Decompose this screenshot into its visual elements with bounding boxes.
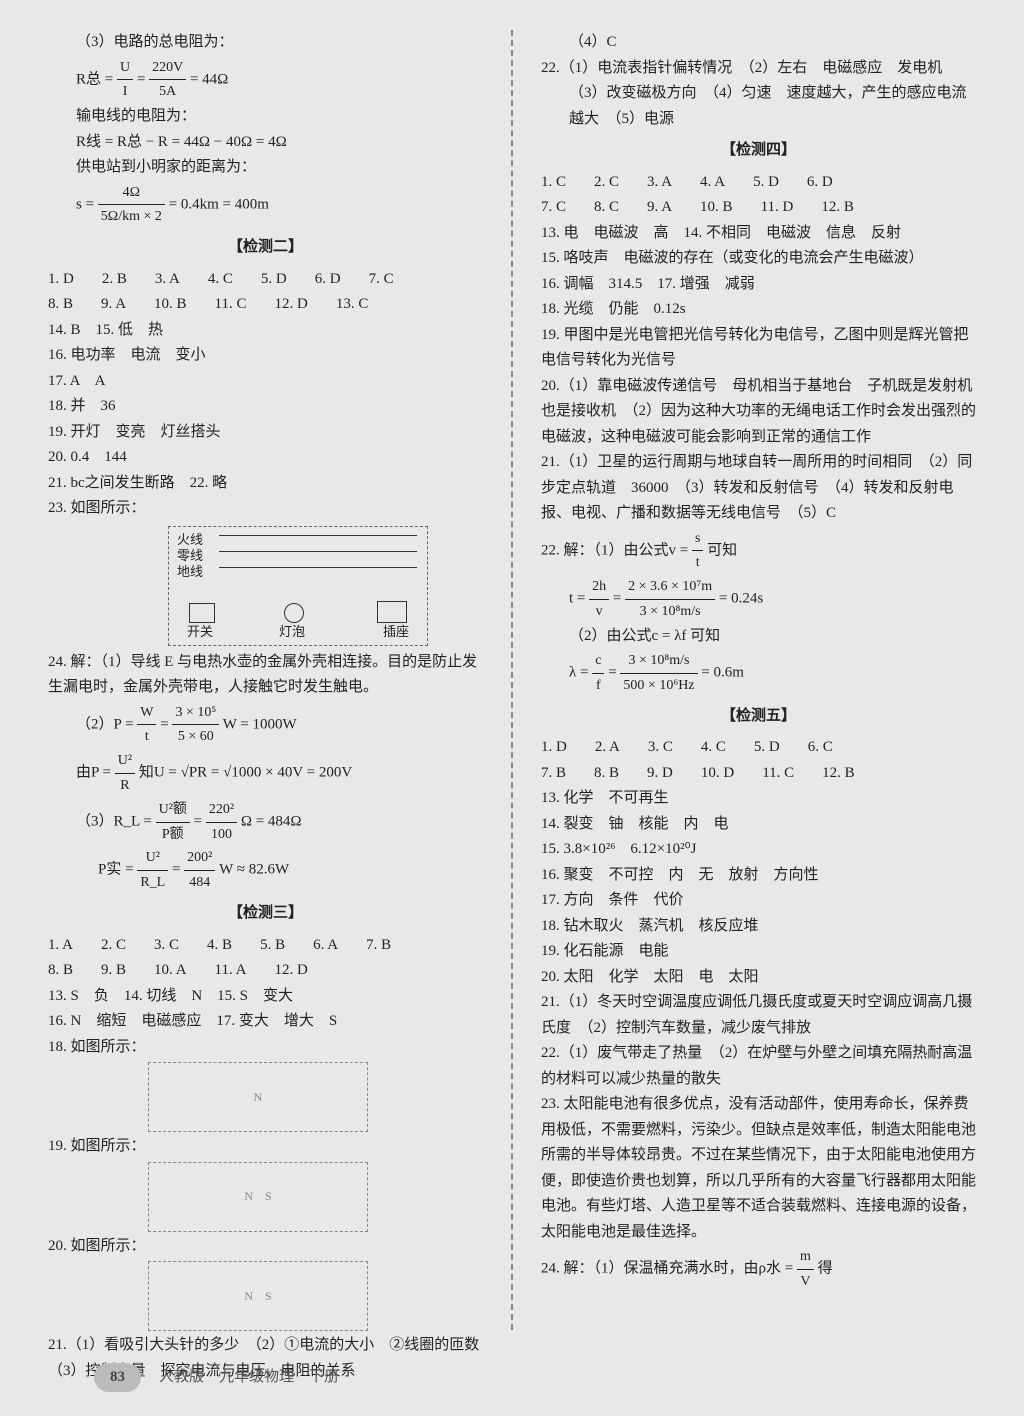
r-l3: （3）改变磁极方向 （4）匀速 速度越大，产生的感应电流越大 （5）电源 xyxy=(541,81,976,132)
q22-eq2: λ = cf = 3 × 10⁸m/s500 × 10⁶Hz = 0.6m xyxy=(541,649,976,698)
t2-21: 21. bc之间发生断路 22. 略 xyxy=(48,471,483,497)
test4-row2: 7. C8. C9. A10. B11. D12. B xyxy=(541,195,976,221)
eq-lhs: R总 = xyxy=(76,71,113,87)
test5-row2: 7. B8. B9. D10. D11. C12. B xyxy=(541,761,976,787)
q24-intro: 24. 解：（1）导线 E 与电热水壶的金属外壳相连接。目的是防止发生漏电时，金… xyxy=(48,650,483,701)
test5-row1: 1. D2. A3. C4. C5. D6. C xyxy=(541,735,976,761)
r5-21: 21.（1）冬天时空调温度应调低几摄氏度或夏天时空调应调高几摄氏度 （2）控制汽… xyxy=(541,990,976,1041)
q3-eq3: s = 4Ω5Ω/km × 2 = 0.4km = 400m xyxy=(48,181,483,230)
t2-18: 18. 并 36 xyxy=(48,394,483,420)
left-column: （3）电路的总电阻为： R总 = UI = 220V5A = 44Ω 输电线的电… xyxy=(40,30,491,1330)
r-15: 15. 咯吱声 电磁波的存在（或变化的电流会产生电磁波） xyxy=(541,246,976,272)
footer-text: 人教版 九年级物理 下册 xyxy=(159,1365,339,1391)
page-footer: 83 人教版 九年级物理 下册 xyxy=(94,1363,339,1393)
right-column: （4）C 22.（1）电流表指针偏转情况 （2）左右 电磁感应 发电机 （3）改… xyxy=(533,30,984,1330)
q24-2b: 由P = U²R 知U = √PR = √1000 × 40V = 200V xyxy=(48,749,483,798)
r-21: 21.（1）卫星的运行周期与地球自转一周所用的时间相同 （2）同步定点轨道 36… xyxy=(541,450,976,527)
t2-23: 23. 如图所示： xyxy=(48,496,483,522)
r-18: 18. 光缆 仍能 0.12s xyxy=(541,297,976,323)
t3-13: 13. S 负 14. 切线 N 15. S 变大 xyxy=(48,984,483,1010)
q22-eq1: t = 2hv = 2 × 3.6 × 10⁷m3 × 10⁸m/s = 0.2… xyxy=(541,575,976,624)
t2-14: 14. B 15. 低 热 xyxy=(48,318,483,344)
circuit-diagram: 火线 零线 地线 开关 灯泡 插座 xyxy=(168,526,428,646)
q22-intro: 22. 解：（1）由公式v = st 可知 xyxy=(541,527,976,576)
r5-15: 15. 3.8×10²⁶ 6.12×10²⁰J xyxy=(541,837,976,863)
figure-19: N S xyxy=(148,1162,368,1232)
r5-16: 16. 聚变 不可控 内 无 放射 方向性 xyxy=(541,863,976,889)
figure-20: N S xyxy=(148,1261,368,1331)
q24-3b: P实 = U²R_L = 200²484 W ≈ 82.6W xyxy=(48,846,483,895)
t2-17: 17. A A xyxy=(48,369,483,395)
q22-2intro: （2）由公式c = λf 可知 xyxy=(541,624,976,650)
t2-19: 19. 开灯 变亮 灯丝搭头 xyxy=(48,420,483,446)
figure-18: N xyxy=(148,1062,368,1132)
r5-18: 18. 钻木取火 蒸汽机 核反应堆 xyxy=(541,914,976,940)
test2-row2: 8. B9. A10. B11. C12. D13. C xyxy=(48,292,483,318)
q3-line3: 供电站到小明家的距离为： xyxy=(48,155,483,181)
q3-line2: 输电线的电阻为： xyxy=(48,104,483,130)
t3-20: 20. 如图所示： xyxy=(48,1234,483,1260)
r-20: 20.（1）靠电磁波传递信号 母机相当于基地台 子机既是发射机也是接收机 （2）… xyxy=(541,374,976,451)
test4-heading: 【检测四】 xyxy=(541,138,976,164)
page-number-badge: 83 xyxy=(94,1363,141,1393)
t3-16: 16. N 缩短 电磁感应 17. 变大 增大 S xyxy=(48,1009,483,1035)
r5-22: 22.（1）废气带走了热量 （2）在炉壁与外壁之间填充隔热耐高温的材料可以减少热… xyxy=(541,1041,976,1092)
r5-19: 19. 化石能源 电能 xyxy=(541,939,976,965)
test3-row1: 1. A2. C3. C4. B5. B6. A7. B xyxy=(48,933,483,959)
r5-20: 20. 太阳 化学 太阳 电 太阳 xyxy=(541,965,976,991)
test2-heading: 【检测二】 xyxy=(48,235,483,261)
test3-row2: 8. B9. B10. A11. A12. D xyxy=(48,958,483,984)
r5-24: 24. 解：（1）保温桶充满水时，由ρ水 = mV 得 xyxy=(541,1245,976,1294)
q24-3: （3）R_L = U²额P额 = 220²100 Ω = 484Ω xyxy=(48,798,483,847)
r-l2: 22.（1）电流表指针偏转情况 （2）左右 电磁感应 发电机 xyxy=(541,56,976,82)
q3-eq2: R线 = R总 − R = 44Ω − 40Ω = 4Ω xyxy=(48,130,483,156)
t2-20: 20. 0.4 144 xyxy=(48,445,483,471)
q24-2: （2）P = Wt = 3 × 10⁵5 × 60 W = 1000W xyxy=(48,701,483,750)
test3-heading: 【检测三】 xyxy=(48,901,483,927)
test4-row1: 1. C2. C3. A4. A5. D6. D xyxy=(541,170,976,196)
r5-23: 23. 太阳能电池有很多优点，没有活动部件，使用寿命长，保养费用极低，不需要燃料… xyxy=(541,1092,976,1245)
test5-heading: 【检测五】 xyxy=(541,704,976,730)
t2-16: 16. 电功率 电流 变小 xyxy=(48,343,483,369)
r-16: 16. 调幅 314.5 17. 增强 减弱 xyxy=(541,272,976,298)
r5-17: 17. 方向 条件 代价 xyxy=(541,888,976,914)
q3-eq1: R总 = UI = 220V5A = 44Ω xyxy=(48,56,483,105)
column-divider xyxy=(511,30,513,1330)
q3-intro: （3）电路的总电阻为： xyxy=(48,30,483,56)
r5-14: 14. 裂变 铀 核能 内 电 xyxy=(541,812,976,838)
t3-19: 19. 如图所示： xyxy=(48,1134,483,1160)
test2-row1: 1. D2. B3. A4. C5. D6. D7. C xyxy=(48,267,483,293)
t3-18: 18. 如图所示： xyxy=(48,1035,483,1061)
r5-13: 13. 化学 不可再生 xyxy=(541,786,976,812)
r-19: 19. 甲图中是光电管把光信号转化为电信号，乙图中则是辉光管把电信号转化为光信号 xyxy=(541,323,976,374)
frac: UI xyxy=(117,56,133,105)
r-l1: （4）C xyxy=(541,30,976,56)
r-13: 13. 电 电磁波 高 14. 不相同 电磁波 信息 反射 xyxy=(541,221,976,247)
